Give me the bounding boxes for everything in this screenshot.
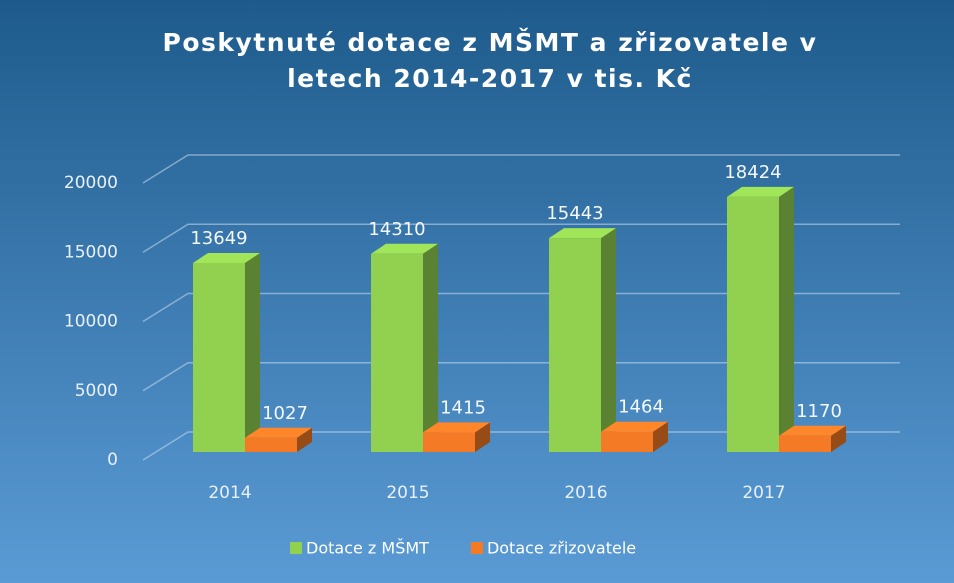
value-label: 1170 [796, 401, 842, 422]
bar-face [245, 437, 297, 452]
legend-swatch [290, 542, 302, 554]
x-tick-label: 2016 [564, 483, 607, 503]
grid-line [142, 154, 900, 184]
value-label: 15443 [546, 203, 603, 224]
chart-title: letech 2014-2017 v tis. Kč [287, 64, 693, 93]
legend-label: Dotace z MŠMT [306, 539, 429, 558]
bar-face [423, 432, 475, 452]
legend-label: Dotace zřizovatele [487, 539, 636, 558]
bar-face [371, 253, 423, 452]
bar-face [601, 431, 653, 452]
bar-face [371, 243, 438, 254]
y-tick-label: 15000 [64, 242, 118, 262]
bar-face [549, 238, 601, 452]
y-tick-label: 10000 [64, 312, 118, 332]
bar-face [727, 196, 779, 452]
bar [371, 243, 438, 452]
bar-face [779, 435, 831, 452]
bar [193, 252, 260, 452]
bar-face [245, 427, 312, 438]
chart-title: Poskytnuté dotace z MŠMT a zřizovatele v [163, 27, 818, 57]
x-tick-label: 2014 [208, 483, 251, 503]
x-tick-label: 2015 [386, 483, 429, 503]
bar-face [779, 425, 846, 436]
bar-face [727, 186, 794, 197]
bar-face [831, 425, 846, 452]
grid-line [142, 223, 900, 253]
value-label: 1415 [440, 397, 486, 418]
value-label: 18424 [724, 162, 781, 183]
bar-face [475, 422, 490, 452]
bar-face [423, 422, 490, 433]
bar-face [601, 228, 616, 452]
bar-face [193, 262, 245, 452]
value-label: 14310 [368, 219, 425, 240]
bar-face [193, 252, 260, 263]
bar [601, 421, 668, 452]
bar [423, 422, 490, 452]
bar [549, 228, 616, 452]
bar-face [245, 252, 260, 452]
bar [245, 427, 312, 452]
y-tick-label: 20000 [64, 173, 118, 193]
bar-face [423, 243, 438, 452]
bar [727, 186, 794, 452]
bar-face [549, 228, 616, 239]
y-tick-label: 5000 [75, 381, 118, 401]
grid-line [142, 362, 900, 392]
x-tick-label: 2017 [742, 483, 785, 503]
value-label: 1464 [618, 397, 664, 418]
bar-face [297, 427, 312, 452]
y-tick-label: 0 [107, 450, 118, 470]
bar-face [779, 186, 794, 452]
bar-face [601, 421, 668, 432]
legend-swatch [470, 542, 483, 554]
value-label: 13649 [190, 228, 247, 249]
bar-face [653, 421, 668, 452]
value-label: 1027 [262, 403, 308, 424]
grid-line [142, 292, 900, 323]
bar [779, 425, 846, 452]
